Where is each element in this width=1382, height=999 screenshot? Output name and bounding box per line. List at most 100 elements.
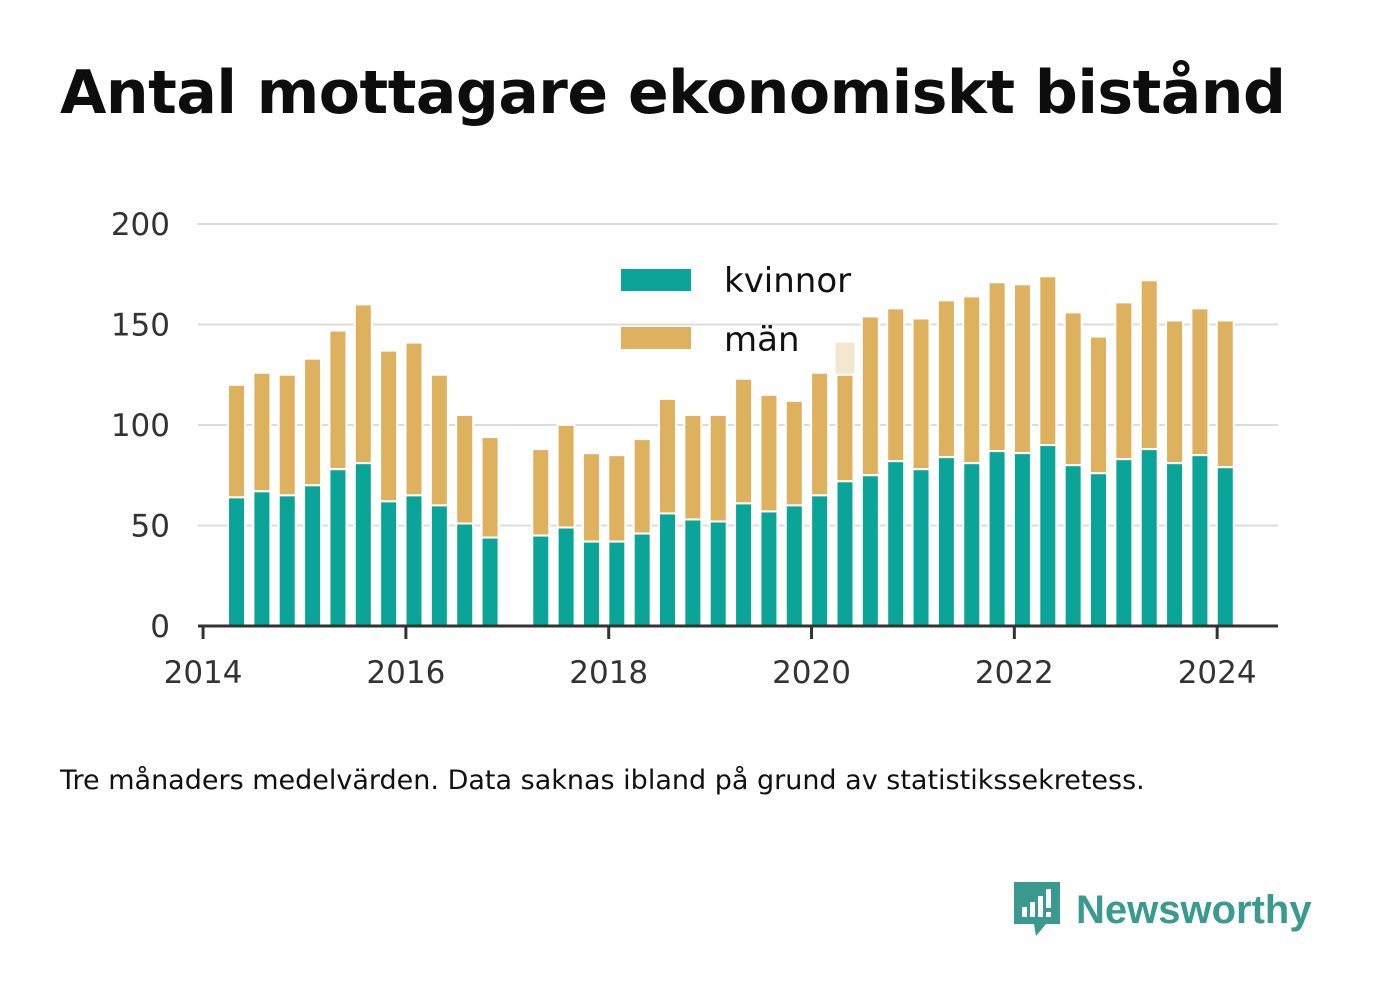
bars bbox=[227, 275, 1235, 628]
x-tick-label: 2018 bbox=[569, 655, 648, 691]
x-tick-labels: 2014 2016 2018 2020 2022 2024 bbox=[164, 655, 1257, 691]
bar-segment-kvinnor bbox=[835, 480, 855, 627]
bar-segment-kvinnor bbox=[911, 468, 931, 627]
bar-segment-kvinnor bbox=[429, 504, 449, 627]
bar-segment-man bbox=[1089, 335, 1109, 475]
bar-segment-kvinnor bbox=[531, 534, 551, 627]
bar-segment-man bbox=[1063, 311, 1083, 467]
bar-segment-man bbox=[1190, 307, 1210, 457]
bar-segment-man bbox=[734, 377, 754, 505]
bar-segment-man bbox=[531, 448, 551, 537]
bar-segment-man bbox=[835, 373, 855, 483]
bar-segment-kvinnor bbox=[252, 490, 272, 627]
bar-segment-kvinnor bbox=[1139, 448, 1159, 627]
bar-segment-kvinnor bbox=[936, 456, 956, 627]
legend: kvinnor män bbox=[621, 261, 851, 360]
bar-segment-man bbox=[277, 373, 297, 497]
x-tick-label: 2020 bbox=[772, 655, 851, 691]
bar-segment-man bbox=[252, 371, 272, 493]
bar-segment-man bbox=[581, 452, 601, 543]
bar-segment-kvinnor bbox=[962, 462, 982, 627]
bar-segment-man bbox=[328, 329, 348, 471]
bar-segment-kvinnor bbox=[734, 502, 754, 628]
bar-segment-kvinnor bbox=[303, 484, 323, 627]
bar-segment-kvinnor bbox=[581, 540, 601, 628]
bar-segment-kvinnor bbox=[328, 468, 348, 627]
bar-segment-man bbox=[1215, 319, 1235, 469]
bar-segment-kvinnor bbox=[1038, 444, 1058, 627]
bar-segment-man bbox=[1012, 283, 1032, 455]
bar-segment-kvinnor bbox=[810, 494, 830, 627]
bar-segment-kvinnor bbox=[379, 500, 399, 628]
legend-label-kvinnor: kvinnor bbox=[724, 261, 851, 301]
bar-segment-kvinnor bbox=[1089, 472, 1109, 627]
x-tick-label: 2016 bbox=[366, 655, 445, 691]
bar-segment-man bbox=[683, 413, 703, 521]
brand-name: Newsworthy bbox=[1076, 887, 1312, 932]
bar-segment-kvinnor bbox=[455, 522, 475, 627]
bar-segment-kvinnor bbox=[353, 462, 373, 627]
bar-segment-kvinnor bbox=[277, 494, 297, 627]
bar-segment-man bbox=[379, 349, 399, 503]
bar-segment-man bbox=[1139, 279, 1159, 451]
newsworthy-logo-icon bbox=[1014, 882, 1060, 936]
legend-label-man: män bbox=[724, 320, 800, 360]
y-tick-label: 200 bbox=[111, 207, 170, 243]
bar-segment-man bbox=[886, 307, 906, 463]
y-tick-label: 50 bbox=[131, 509, 170, 545]
bar-segment-man bbox=[784, 399, 804, 507]
bar-segment-kvinnor bbox=[1114, 458, 1134, 628]
bar-segment-man bbox=[911, 317, 931, 471]
bar-segment-kvinnor bbox=[860, 474, 880, 627]
bar-segment-kvinnor bbox=[886, 460, 906, 627]
bar-segment-man bbox=[658, 397, 678, 515]
chart-title: Antal mottagare ekonomiskt bistånd bbox=[60, 58, 1286, 128]
bar-segment-kvinnor bbox=[987, 450, 1007, 627]
x-tick-label: 2024 bbox=[1178, 655, 1257, 691]
x-tick-label: 2014 bbox=[164, 655, 243, 691]
bar-segment-man bbox=[607, 454, 627, 543]
bar-segment-kvinnor bbox=[1190, 454, 1210, 627]
chart-caption: Tre månaders medelvärden. Data saknas ib… bbox=[60, 765, 1145, 796]
bar-segment-kvinnor bbox=[480, 536, 500, 627]
y-tick-label: 150 bbox=[111, 308, 170, 344]
bar-segment-man bbox=[1114, 301, 1134, 461]
bar-segment-man bbox=[860, 315, 880, 477]
bar-segment-man bbox=[708, 413, 728, 523]
bar-segment-kvinnor bbox=[1012, 452, 1032, 628]
bar-segment-kvinnor bbox=[404, 494, 424, 627]
bar-segment-kvinnor bbox=[784, 504, 804, 627]
legend-swatch-kvinnor bbox=[621, 269, 691, 291]
bar-segment-kvinnor bbox=[227, 496, 247, 627]
bar-segment-man bbox=[480, 436, 500, 539]
bar-segment-man bbox=[404, 341, 424, 497]
bar-segment-man bbox=[1038, 275, 1058, 447]
bar-segment-man bbox=[353, 303, 373, 465]
bar-segment-kvinnor bbox=[1165, 462, 1185, 627]
bar-segment-man bbox=[987, 281, 1007, 453]
bar-segment-kvinnor bbox=[683, 518, 703, 627]
x-axis bbox=[198, 624, 1278, 639]
bar-segment-kvinnor bbox=[708, 520, 728, 627]
bar-segment-kvinnor bbox=[658, 512, 678, 627]
bar-segment-kvinnor bbox=[632, 532, 652, 627]
bar-segment-man bbox=[810, 371, 830, 497]
bar-segment-kvinnor bbox=[607, 540, 627, 628]
brand-logo: Newsworthy bbox=[1012, 880, 1312, 940]
bar-segment-kvinnor bbox=[759, 510, 779, 627]
bar-segment-kvinnor bbox=[1215, 466, 1235, 627]
bar-segment-man bbox=[556, 424, 576, 529]
legend-swatch-man bbox=[621, 327, 691, 349]
bar-segment-kvinnor bbox=[1063, 464, 1083, 628]
bar-segment-man bbox=[227, 383, 247, 499]
bar-segment-man bbox=[455, 413, 475, 525]
bar-segment-man bbox=[759, 393, 779, 513]
bar-segment-man bbox=[936, 299, 956, 459]
bar-segment-man bbox=[1165, 319, 1185, 465]
y-tick-labels: 0 50 100 150 200 bbox=[111, 207, 170, 645]
y-tick-label: 100 bbox=[111, 408, 170, 444]
bar-segment-man bbox=[429, 373, 449, 507]
bar-segment-man bbox=[632, 438, 652, 535]
bar-segment-man bbox=[962, 295, 982, 465]
y-tick-label: 0 bbox=[150, 609, 170, 645]
